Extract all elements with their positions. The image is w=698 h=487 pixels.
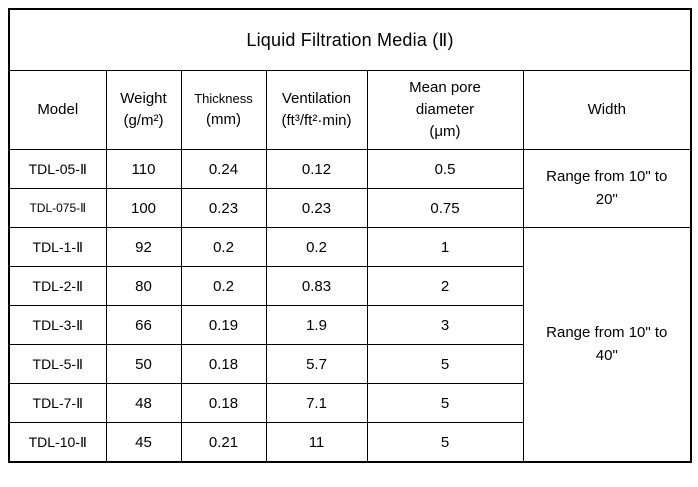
cell-width-range-10-40: Range from 10" to 40" [522,227,692,463]
col-header-thickness-unit: (mm) [206,110,241,128]
cell-thickness: 0.21 [180,422,267,463]
col-header-weight-label: Weight [120,90,167,108]
cell-ventilation: 11 [265,422,368,463]
table-title: Liquid Filtration Media (Ⅱ) [8,8,692,71]
cell-pore-diameter: 1 [366,227,524,267]
cell-pore-diameter: 0.75 [366,188,524,228]
cell-weight: 110 [105,149,182,189]
col-header-pore-diameter-label: Mean pore diameter [409,79,481,119]
cell-weight: 92 [105,227,182,267]
cell-thickness: 0.18 [180,344,267,384]
cell-weight: 48 [105,383,182,423]
col-header-weight: Weight (g/m²) [105,70,182,150]
col-header-ventilation-unit: (ft³/ft²·min) [281,112,352,129]
width-range-text: Range from 10" to 20" [546,168,668,208]
table-row: TDL-5-Ⅱ 50 0.18 5.7 5 [8,344,691,384]
cell-weight: 80 [105,266,182,306]
col-header-width: Width [522,70,692,150]
page-container: Liquid Filtration Media (Ⅱ) Model Weight… [8,8,693,463]
cell-model: TDL-2-Ⅱ [8,266,107,306]
cell-ventilation: 0.23 [265,188,368,228]
table-row: TDL-05-Ⅱ 110 0.24 0.12 0.5 Range from 10… [8,149,692,228]
col-header-thickness-label: Thickness [194,90,253,106]
cell-model: TDL-05-Ⅱ [8,149,107,189]
table-row: TDL-1-Ⅱ 92 0.2 0.2 1 Range from 10" to 4… [8,227,692,463]
cell-model: TDL-075-Ⅱ [8,188,107,228]
cell-ventilation: 7.1 [265,383,368,423]
cell-pore-diameter: 3 [366,305,524,345]
cell-model: TDL-7-Ⅱ [8,383,107,423]
col-header-model: Model [8,70,107,150]
filtration-media-table: Liquid Filtration Media (Ⅱ) Model Weight… [8,8,693,463]
col-header-pore-diameter-unit: (μm) [429,122,461,140]
table-row: TDL-10-Ⅱ 45 0.21 11 5 [8,422,691,463]
cell-thickness: 0.24 [180,149,267,189]
col-header-model-label: Model [37,101,79,119]
cell-ventilation: 5.7 [265,344,368,384]
table-row: TDL-075-Ⅱ 100 0.23 0.23 0.75 [8,188,691,228]
cell-thickness: 0.19 [180,305,267,345]
title-row: Liquid Filtration Media (Ⅱ) [8,8,692,71]
cell-weight: 50 [105,344,182,384]
cell-model: TDL-3-Ⅱ [8,305,107,345]
cell-ventilation: 0.12 [265,149,368,189]
cell-pore-diameter: 5 [366,344,524,384]
cell-pore-diameter: 5 [366,422,524,463]
cell-pore-diameter: 5 [366,383,524,423]
col-header-ventilation: Ventilation (ft³/ft²·min) [265,70,368,150]
cell-thickness: 0.18 [180,383,267,423]
cell-width-range-10-20: Range from 10" to 20" [522,149,692,228]
cell-model: TDL-1-Ⅱ [8,227,107,267]
cell-ventilation: 0.2 [265,227,368,267]
cell-weight: 100 [105,188,182,228]
cell-thickness: 0.23 [180,188,267,228]
cell-weight: 66 [105,305,182,345]
cell-model: TDL-5-Ⅱ [8,344,107,384]
col-header-thickness: Thickness (mm) [180,70,267,150]
table-row: TDL-7-Ⅱ 48 0.18 7.1 5 [8,383,691,423]
cell-ventilation: 1.9 [265,305,368,345]
col-header-weight-unit: (g/m²) [123,112,164,129]
cell-model: TDL-10-Ⅱ [8,422,107,463]
header-row: Model Weight (g/m²) Thickness (mm) Venti… [8,70,692,150]
cell-pore-diameter: 2 [366,266,524,306]
col-header-ventilation-label: Ventilation [281,90,352,108]
cell-pore-diameter: 0.5 [366,149,524,189]
cell-thickness: 0.2 [180,266,267,306]
col-header-pore-diameter: Mean pore diameter (μm) [366,70,524,150]
width-range-text: Range from 10" to 40" [546,324,668,364]
cell-thickness: 0.2 [180,227,267,267]
cell-ventilation: 0.83 [265,266,368,306]
cell-weight: 45 [105,422,182,463]
col-header-width-label: Width [587,101,626,119]
table-row: TDL-2-Ⅱ 80 0.2 0.83 2 [8,266,691,306]
